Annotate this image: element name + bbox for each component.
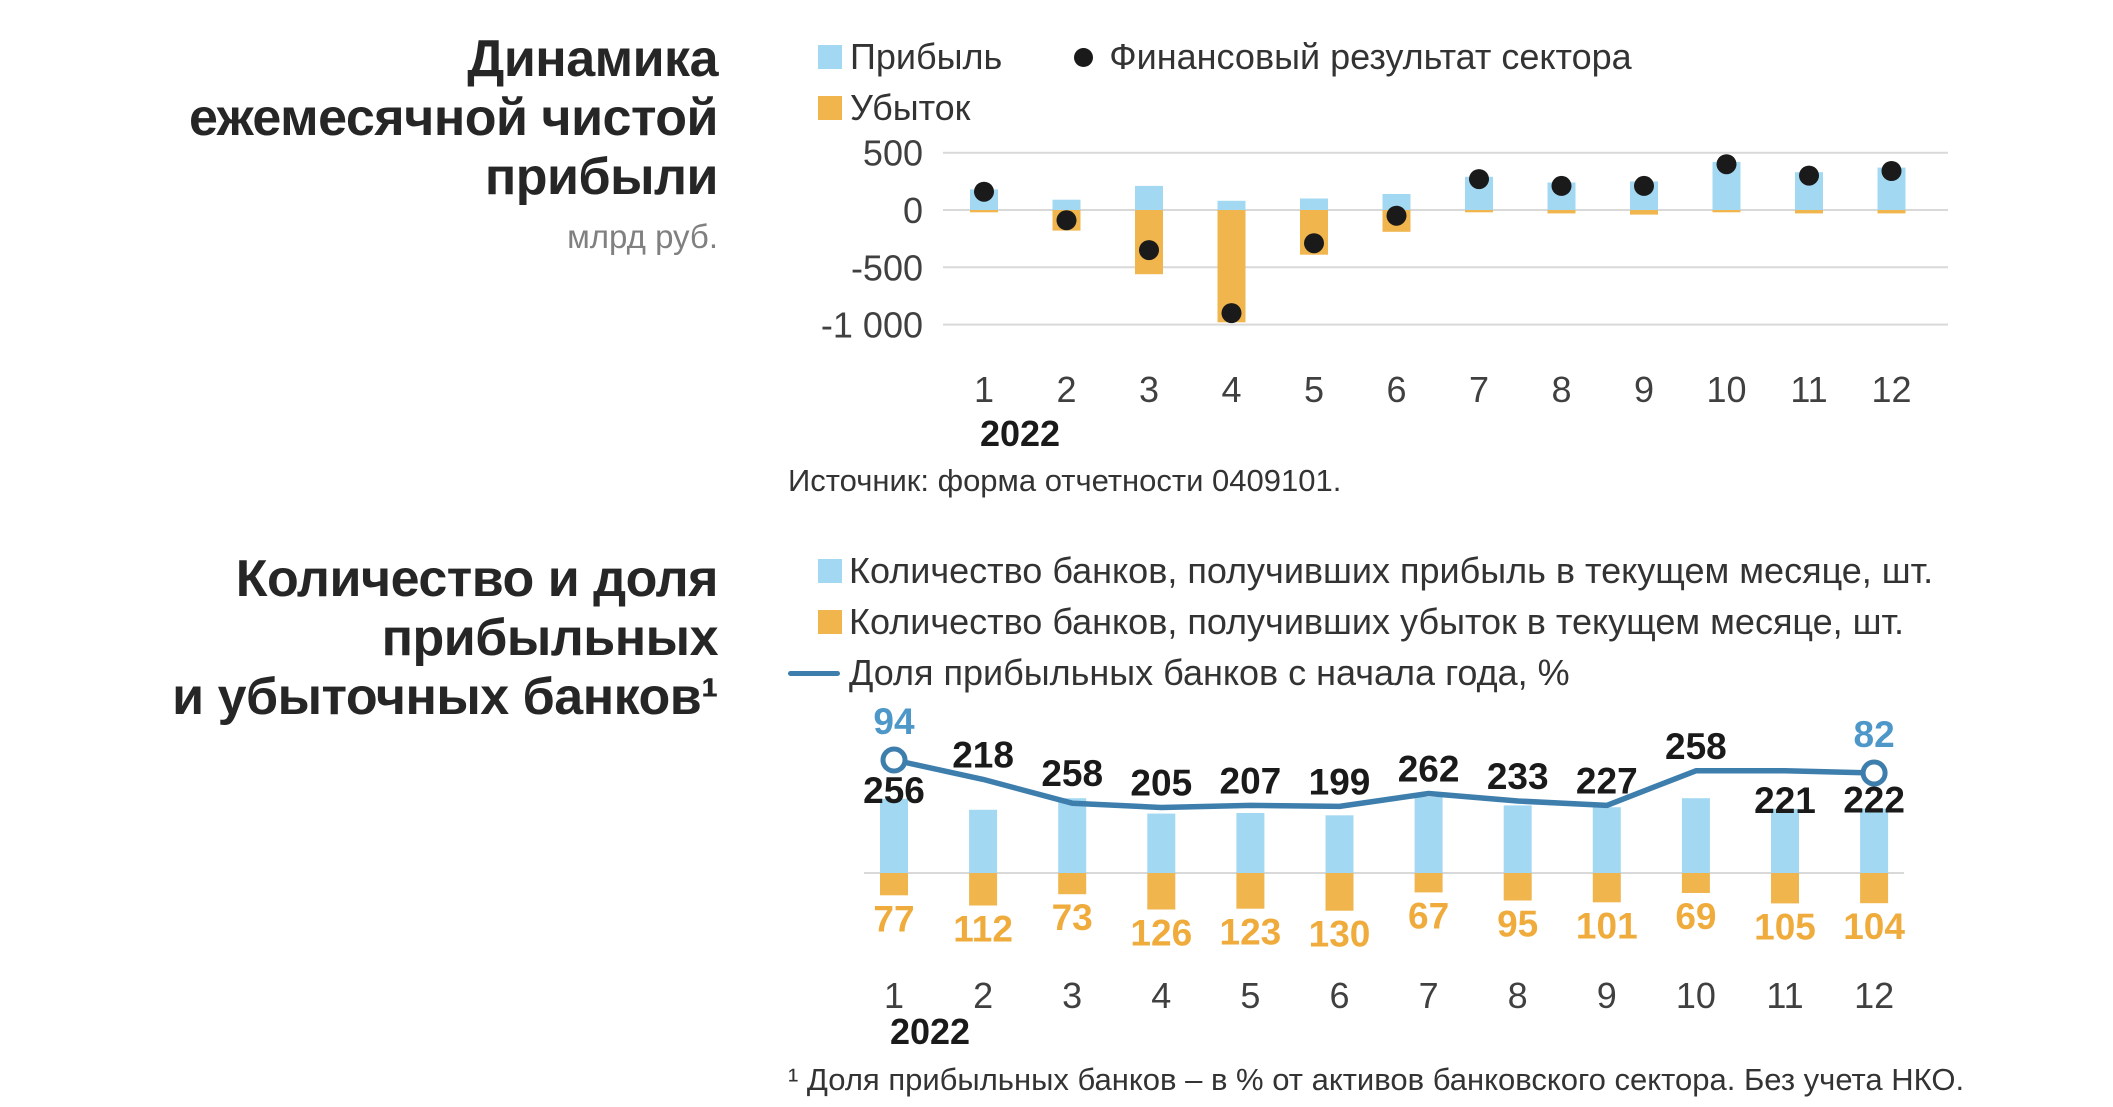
legend-item-financial-result: Финансовый результат сектора	[1074, 36, 1632, 78]
svg-text:11: 11	[1790, 369, 1827, 410]
svg-text:4: 4	[1151, 975, 1171, 1016]
svg-text:256: 256	[863, 770, 925, 811]
svg-text:126: 126	[1130, 913, 1192, 954]
legend-label-share-line: Доля прибыльных банков с начала года, %	[849, 652, 1570, 693]
chart1-legend: Прибыль Финансовый результат сектора Убы…	[818, 36, 1632, 129]
profitable-banks-swatch-icon	[818, 559, 842, 583]
svg-text:6: 6	[1329, 975, 1349, 1016]
svg-text:77: 77	[873, 898, 914, 939]
svg-text:101: 101	[1576, 905, 1638, 946]
svg-text:2022: 2022	[890, 1011, 970, 1052]
svg-text:3: 3	[1139, 369, 1159, 410]
chart2-legend: Количество банков, получивших прибыль в …	[788, 550, 1933, 694]
chart2-legend-row1: Количество банков, получивших прибыль в …	[788, 550, 1933, 592]
svg-text:233: 233	[1487, 756, 1549, 797]
svg-text:8: 8	[1551, 369, 1571, 410]
svg-text:258: 258	[1665, 726, 1727, 767]
chart2-legend-row2: Количество банков, получивших убыток в т…	[788, 601, 1933, 643]
svg-text:-500: -500	[851, 247, 923, 288]
chart2-legend-row3: Доля прибыльных банков с начала года, %	[788, 652, 1933, 694]
svg-text:1: 1	[974, 369, 994, 410]
svg-text:199: 199	[1309, 761, 1371, 802]
svg-text:7: 7	[1469, 369, 1489, 410]
svg-text:207: 207	[1220, 760, 1282, 801]
section2-title-block: Количество и доля прибыльных и убыточных…	[172, 550, 718, 726]
svg-text:6: 6	[1386, 369, 1406, 410]
svg-text:3: 3	[1062, 975, 1082, 1016]
svg-text:221: 221	[1754, 780, 1816, 821]
svg-text:67: 67	[1408, 895, 1449, 936]
svg-text:9: 9	[1634, 369, 1654, 410]
svg-text:8: 8	[1508, 975, 1528, 1016]
legend-label-profit: Прибыль	[850, 36, 1003, 77]
section1-unit: млрд руб.	[567, 218, 718, 256]
svg-text:1: 1	[884, 975, 904, 1016]
svg-text:73: 73	[1052, 897, 1093, 938]
svg-text:227: 227	[1576, 760, 1638, 801]
svg-text:9: 9	[1597, 975, 1617, 1016]
share-line-swatch-icon	[788, 670, 840, 676]
loss-banks-swatch-icon	[818, 610, 842, 634]
profitable-banks-icon-cell	[788, 559, 849, 583]
svg-text:2: 2	[973, 975, 993, 1016]
chart1-legend-row2: Убыток	[818, 87, 1632, 129]
svg-text:2: 2	[1056, 369, 1076, 410]
chart1-source: Источник: форма отчетности 0409101.	[788, 463, 1342, 498]
svg-text:10: 10	[1676, 975, 1716, 1016]
svg-text:205: 205	[1130, 763, 1192, 804]
profit-swatch-icon	[818, 45, 842, 69]
svg-text:258: 258	[1041, 753, 1103, 794]
chart2-footnote: ¹ Доля прибыльных банков – в % от активо…	[788, 1062, 1965, 1097]
loss-swatch-icon	[818, 96, 842, 120]
svg-text:7: 7	[1419, 975, 1439, 1016]
section2-title: Количество и доля прибыльных и убыточных…	[172, 550, 718, 726]
svg-text:130: 130	[1309, 914, 1371, 955]
legend-item-profit: Прибыль	[818, 36, 1002, 78]
svg-text:94: 94	[873, 701, 915, 742]
svg-text:222: 222	[1843, 780, 1905, 821]
legend-label-loss: Убыток	[850, 87, 971, 128]
loss-banks-icon-cell	[788, 610, 849, 634]
svg-text:4: 4	[1221, 369, 1241, 410]
svg-text:104: 104	[1843, 906, 1905, 947]
svg-text:262: 262	[1398, 749, 1460, 790]
legend-label-financial-result: Финансовый результат сектора	[1109, 36, 1632, 77]
svg-text:5: 5	[1240, 975, 1260, 1016]
section1-title: Динамика ежемесячной чистой прибыли	[189, 30, 718, 206]
chart1-legend-row1: Прибыль Финансовый результат сектора	[818, 36, 1632, 78]
svg-text:-1 000: -1 000	[821, 305, 923, 346]
svg-text:12: 12	[1854, 975, 1894, 1016]
legend-item-loss: Убыток	[818, 87, 970, 129]
legend-label-loss-banks: Количество банков, получивших убыток в т…	[849, 601, 1905, 642]
financial-result-dot-icon	[1074, 47, 1094, 67]
svg-text:12: 12	[1871, 369, 1911, 410]
svg-text:218: 218	[952, 734, 1014, 775]
svg-text:2022: 2022	[980, 413, 1060, 454]
svg-text:95: 95	[1497, 904, 1538, 945]
svg-text:105: 105	[1754, 906, 1816, 947]
legend-label-profitable-banks: Количество банков, получивших прибыль в …	[849, 550, 1934, 591]
share-line-icon-cell	[788, 670, 849, 676]
section1-title-block: Динамика ежемесячной чистой прибыли млрд…	[189, 30, 718, 256]
svg-text:123: 123	[1220, 912, 1282, 953]
svg-text:112: 112	[953, 909, 1013, 950]
svg-text:11: 11	[1766, 975, 1803, 1016]
svg-text:0: 0	[903, 190, 923, 231]
svg-text:10: 10	[1706, 369, 1746, 410]
svg-text:500: 500	[863, 133, 923, 174]
svg-text:69: 69	[1675, 896, 1716, 937]
svg-text:82: 82	[1854, 714, 1895, 755]
svg-text:5: 5	[1304, 369, 1324, 410]
